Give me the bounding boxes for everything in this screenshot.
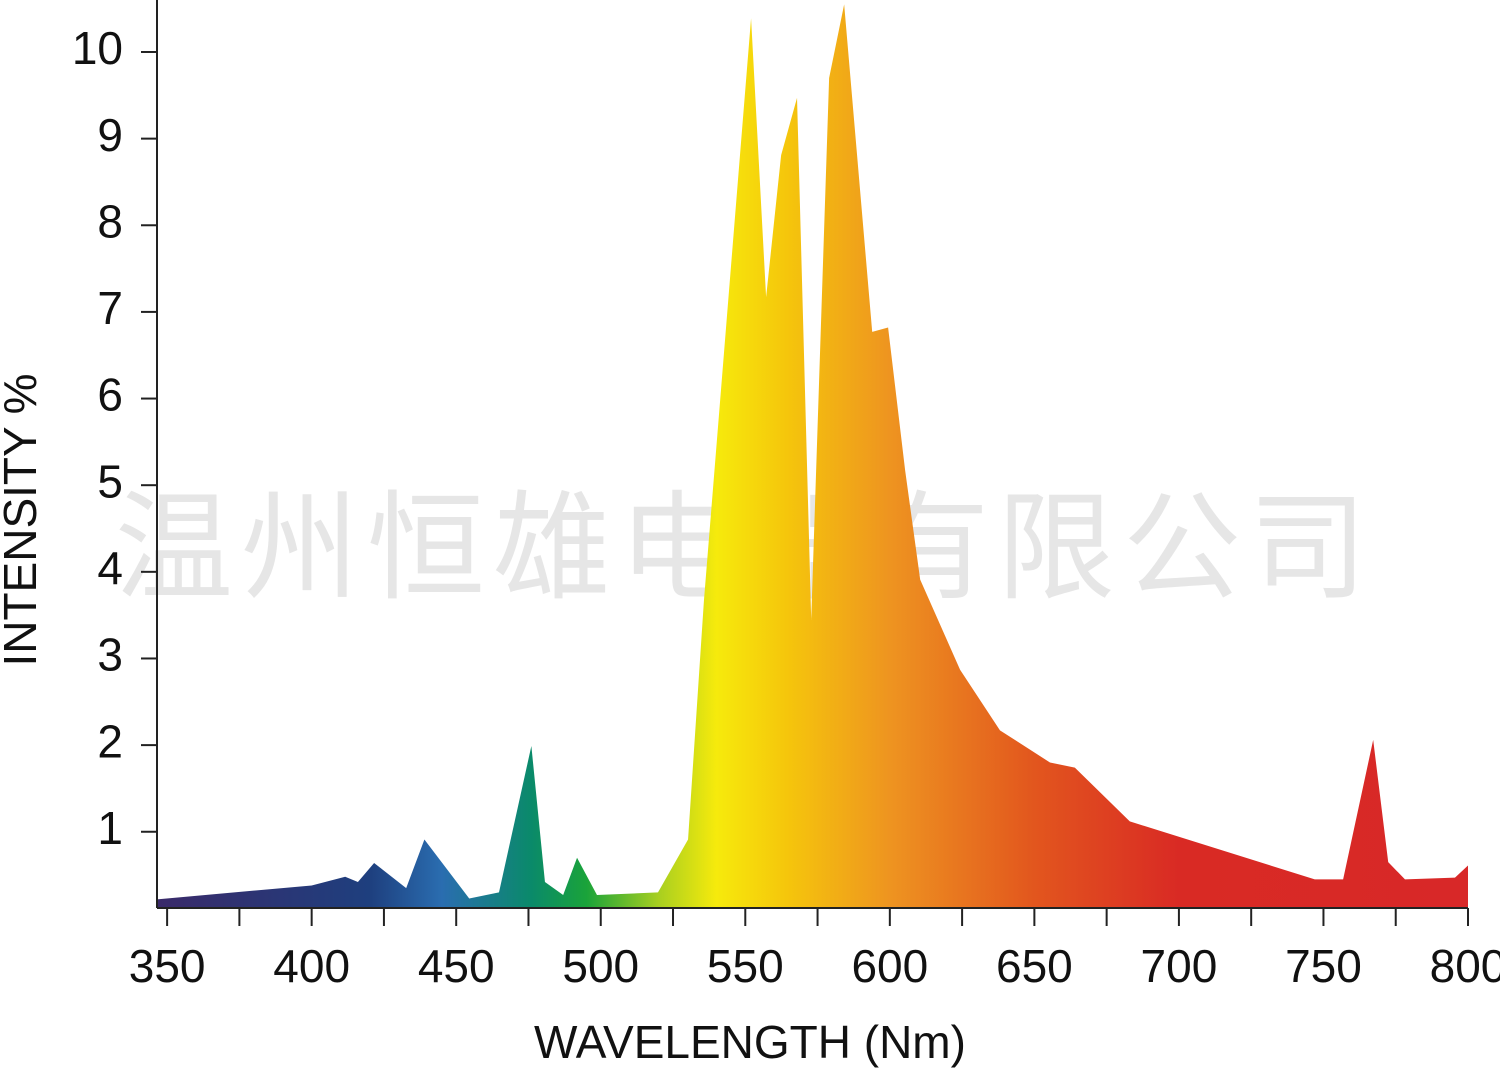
x-tick-label: 350 — [129, 940, 206, 992]
y-tick-label: 2 — [97, 715, 123, 767]
x-tick-label: 600 — [851, 940, 928, 992]
y-tick-label: 6 — [97, 369, 123, 421]
x-axis-title: WAVELENGTH (Nm) — [534, 1016, 966, 1068]
x-tick-label: 800 — [1430, 940, 1500, 992]
spectrum-area — [157, 4, 1468, 909]
x-tick-label: 500 — [562, 940, 639, 992]
x-tick-label: 700 — [1141, 940, 1218, 992]
y-tick-label: 10 — [72, 22, 123, 74]
y-tick-label: 8 — [97, 195, 123, 247]
y-axis-title: INTENSITY % — [0, 373, 46, 666]
y-tick-label: 9 — [97, 109, 123, 161]
y-tick-label: 5 — [97, 455, 123, 507]
x-tick-label: 750 — [1285, 940, 1362, 992]
x-tick-label: 550 — [707, 940, 784, 992]
x-tick-label: 450 — [418, 940, 495, 992]
x-tick-label: 650 — [996, 940, 1073, 992]
y-tick-label: 7 — [97, 282, 123, 334]
x-tick-label: 400 — [273, 940, 350, 992]
y-tick-label: 3 — [97, 629, 123, 681]
y-tick-label: 4 — [97, 542, 123, 594]
y-tick-label: 1 — [97, 802, 123, 854]
